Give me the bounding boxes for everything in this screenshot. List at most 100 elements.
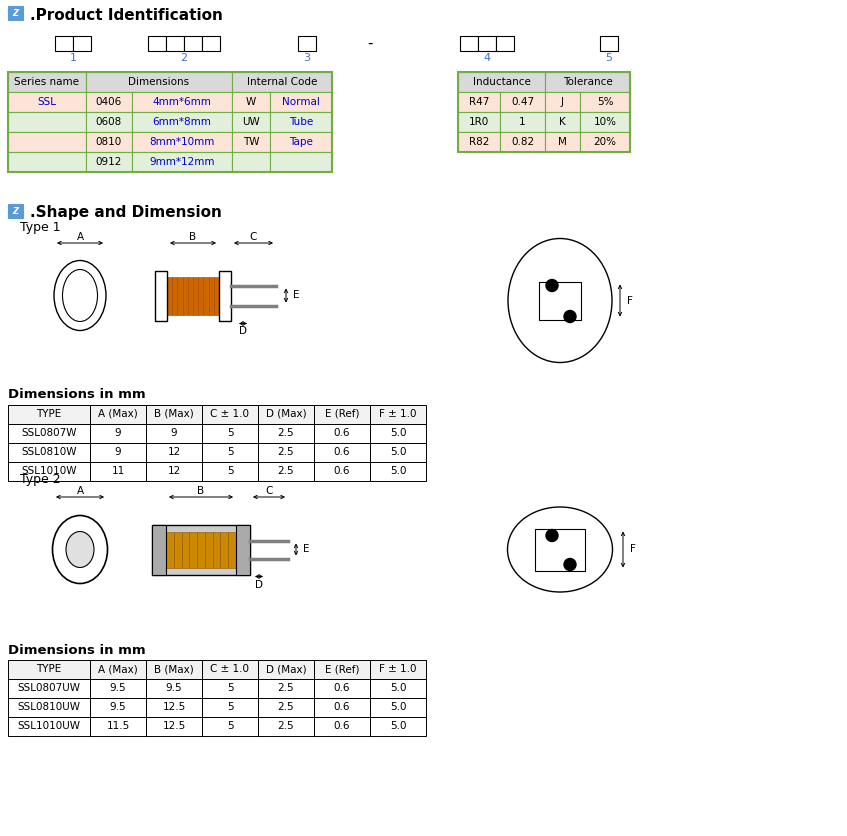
Text: B: B — [197, 486, 205, 496]
Text: 12.5: 12.5 — [163, 702, 185, 712]
Text: 12: 12 — [168, 447, 180, 457]
Text: A: A — [76, 232, 84, 242]
Text: 5.0: 5.0 — [390, 466, 407, 476]
Text: SSL1010UW: SSL1010UW — [18, 721, 80, 731]
Bar — [458, 72, 545, 92]
Bar — [190, 532, 197, 568]
Bar — [8, 717, 90, 736]
Text: A: A — [76, 486, 84, 496]
Bar — [177, 277, 183, 314]
Bar — [152, 524, 250, 574]
Text: A (Max): A (Max) — [98, 409, 138, 419]
Text: E: E — [293, 290, 299, 300]
Bar — [198, 277, 203, 314]
Ellipse shape — [53, 516, 108, 584]
Bar — [270, 132, 332, 152]
Bar — [146, 462, 202, 481]
Bar — [90, 660, 146, 679]
Bar — [86, 152, 132, 172]
Bar — [258, 698, 314, 717]
Text: 12: 12 — [168, 466, 180, 476]
Bar — [228, 532, 236, 568]
Bar — [232, 132, 270, 152]
Bar — [202, 698, 258, 717]
Text: 4: 4 — [484, 53, 490, 63]
Bar — [193, 277, 198, 314]
Bar — [8, 660, 90, 679]
Text: SSL1010W: SSL1010W — [21, 466, 77, 476]
Text: F: F — [630, 544, 636, 554]
Text: 1R0: 1R0 — [469, 117, 489, 127]
Text: 0.6: 0.6 — [334, 466, 351, 476]
Bar — [8, 6, 23, 20]
Text: D: D — [239, 327, 247, 337]
Bar — [232, 152, 270, 172]
Text: F ± 1.0: F ± 1.0 — [379, 409, 417, 419]
Text: 3: 3 — [303, 53, 311, 63]
Bar — [8, 698, 90, 717]
Text: 2.5: 2.5 — [278, 721, 294, 731]
Text: 9: 9 — [171, 428, 177, 438]
Bar — [152, 524, 166, 574]
Text: TW: TW — [243, 137, 259, 147]
Bar — [600, 36, 618, 51]
Bar — [146, 424, 202, 443]
Ellipse shape — [508, 238, 612, 363]
Bar — [545, 112, 580, 132]
Bar — [174, 532, 181, 568]
Bar — [270, 112, 332, 132]
Bar — [8, 72, 332, 172]
Text: 6mm*8mm: 6mm*8mm — [152, 117, 212, 127]
Text: E (Ref): E (Ref) — [324, 409, 359, 419]
Text: 0.6: 0.6 — [334, 702, 351, 712]
Text: A (Max): A (Max) — [98, 664, 138, 674]
Bar — [90, 405, 146, 424]
Bar — [8, 424, 90, 443]
Circle shape — [564, 310, 576, 323]
Bar — [258, 462, 314, 481]
Bar — [370, 424, 426, 443]
Bar — [370, 462, 426, 481]
Text: Tube: Tube — [289, 117, 313, 127]
Bar — [183, 277, 188, 314]
Text: 5%: 5% — [597, 97, 613, 107]
Bar — [73, 36, 91, 51]
Bar — [8, 462, 90, 481]
Text: SSL0810W: SSL0810W — [21, 447, 77, 457]
Text: J: J — [561, 97, 564, 107]
Bar — [197, 532, 205, 568]
Bar — [202, 660, 258, 679]
Bar — [181, 532, 190, 568]
Bar — [500, 132, 545, 152]
Bar — [132, 112, 232, 132]
Bar — [370, 679, 426, 698]
Text: C ± 1.0: C ± 1.0 — [211, 664, 250, 674]
Text: 12.5: 12.5 — [163, 721, 185, 731]
Bar — [545, 92, 580, 112]
Text: .Product Identification: .Product Identification — [30, 8, 223, 23]
Ellipse shape — [54, 261, 106, 330]
Bar — [370, 698, 426, 717]
Text: UW: UW — [242, 117, 260, 127]
Bar — [213, 532, 220, 568]
Text: 0.6: 0.6 — [334, 428, 351, 438]
Text: .Shape and Dimension: .Shape and Dimension — [30, 206, 222, 221]
Text: C ± 1.0: C ± 1.0 — [211, 409, 250, 419]
Bar — [90, 679, 146, 698]
Text: 9.5: 9.5 — [110, 702, 126, 712]
Bar — [314, 717, 370, 736]
Bar — [458, 132, 500, 152]
Bar — [86, 112, 132, 132]
Bar — [580, 92, 630, 112]
Text: Dimensions in mm: Dimensions in mm — [8, 644, 146, 656]
Text: 4mm*6mm: 4mm*6mm — [152, 97, 212, 107]
Bar — [232, 92, 270, 112]
Bar — [545, 132, 580, 152]
Bar — [172, 277, 177, 314]
Text: SSL0807UW: SSL0807UW — [18, 683, 80, 693]
Text: C: C — [250, 232, 257, 242]
Bar — [314, 405, 370, 424]
Bar — [86, 72, 232, 92]
Bar — [8, 72, 86, 92]
Text: Z: Z — [13, 206, 19, 216]
